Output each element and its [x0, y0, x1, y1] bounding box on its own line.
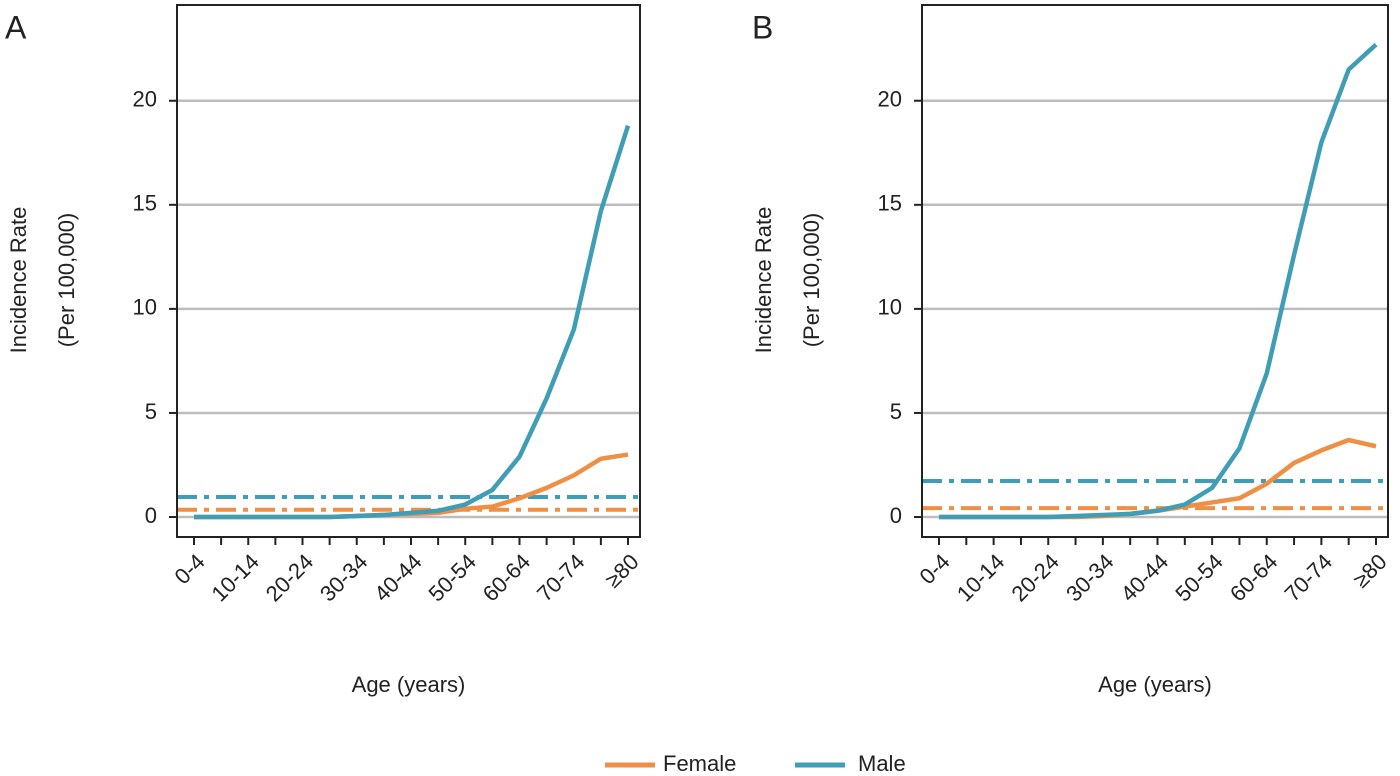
plot-frame: [176, 4, 641, 538]
x-tick-label: 10-14: [206, 549, 263, 606]
data-line: [939, 437, 1377, 520]
data-line: [939, 42, 1378, 520]
panel-label: B: [752, 9, 773, 45]
x-tick-label: ≥80: [1348, 549, 1392, 593]
x-tick-label: 70-74: [1280, 549, 1337, 606]
legend-label: Female: [663, 751, 736, 776]
y-tick-label: 10: [878, 295, 902, 320]
x-tick-label: 60-64: [1225, 549, 1282, 606]
y-tick-label: 15: [878, 191, 902, 216]
y-tick-label: 10: [133, 295, 157, 320]
x-axis-label: Age (years): [1098, 672, 1212, 697]
y-tick-label: 5: [145, 399, 157, 424]
x-tick-label: 50-54: [423, 549, 480, 606]
data-line: [194, 452, 629, 520]
x-tick-label: 0-4: [169, 549, 209, 589]
x-tick-label: 20-24: [261, 549, 318, 606]
legend-label: Male: [858, 751, 906, 776]
y-tick-label: 20: [133, 87, 157, 112]
plot-frame: [921, 4, 1389, 538]
x-tick-label: 60-64: [478, 549, 535, 606]
x-tick-label: 30-34: [315, 549, 372, 606]
y-axis-label: Incidence Rate: [6, 207, 31, 354]
panel-label: A: [5, 9, 27, 45]
y-tick-label: 0: [890, 503, 902, 528]
x-tick-label: 50-54: [1170, 549, 1227, 606]
x-tick-label: 40-44: [1116, 549, 1173, 606]
x-tick-label: 70-74: [532, 549, 589, 606]
y-tick-label: 0: [145, 503, 157, 528]
x-tick-label: 20-24: [1006, 549, 1063, 606]
x-tick-label: 10-14: [952, 549, 1009, 606]
y-tick-label: 5: [890, 399, 902, 424]
y-tick-label: 15: [133, 191, 157, 216]
y-axis-label: (Per 100,000): [799, 213, 824, 348]
x-axis-label: Age (years): [352, 672, 466, 697]
x-tick-label: 30-34: [1061, 549, 1118, 606]
y-axis-label: (Per 100,000): [54, 213, 79, 348]
x-tick-label: ≥80: [600, 549, 644, 593]
y-axis-label: Incidence Rate: [751, 207, 776, 354]
x-tick-label: 0-4: [914, 549, 954, 589]
y-tick-label: 20: [878, 87, 902, 112]
x-tick-label: 40-44: [369, 549, 426, 606]
data-line: [194, 125, 631, 520]
